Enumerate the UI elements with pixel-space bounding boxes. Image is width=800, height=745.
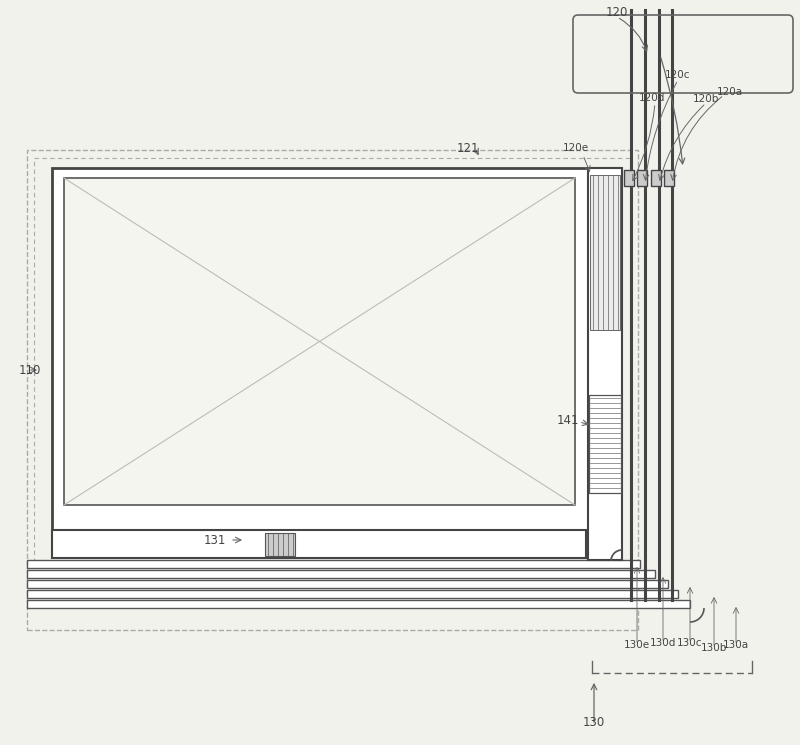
Bar bbox=[27, 600, 690, 608]
Text: 121: 121 bbox=[457, 142, 479, 154]
Text: 130: 130 bbox=[583, 717, 605, 729]
Text: 120b: 120b bbox=[693, 94, 719, 104]
Bar bbox=[624, 170, 634, 186]
Text: 120a: 120a bbox=[717, 87, 743, 97]
Bar bbox=[27, 150, 638, 630]
Bar bbox=[52, 530, 586, 558]
Text: 120e: 120e bbox=[563, 143, 589, 153]
Text: 130e: 130e bbox=[624, 640, 650, 650]
Bar bbox=[637, 170, 647, 186]
Bar bbox=[265, 533, 295, 556]
Bar bbox=[27, 560, 640, 568]
Bar bbox=[664, 170, 674, 186]
Text: 141: 141 bbox=[557, 413, 579, 426]
Text: 120c: 120c bbox=[666, 70, 690, 80]
Text: 130b: 130b bbox=[701, 643, 727, 653]
Bar bbox=[588, 168, 622, 560]
Bar bbox=[34, 158, 630, 565]
Text: 120d: 120d bbox=[639, 93, 665, 103]
Text: 130c: 130c bbox=[678, 638, 702, 648]
Bar bbox=[589, 395, 621, 493]
Bar bbox=[651, 170, 661, 186]
Text: 120: 120 bbox=[606, 5, 628, 19]
Bar bbox=[52, 168, 588, 530]
Bar bbox=[27, 590, 678, 598]
Text: 130d: 130d bbox=[650, 638, 676, 648]
Text: 131: 131 bbox=[204, 533, 226, 547]
Bar bbox=[27, 570, 655, 578]
Bar bbox=[590, 175, 620, 330]
Text: 130a: 130a bbox=[723, 640, 749, 650]
Bar bbox=[27, 580, 668, 588]
Text: 110: 110 bbox=[19, 364, 41, 376]
Bar bbox=[64, 178, 575, 505]
